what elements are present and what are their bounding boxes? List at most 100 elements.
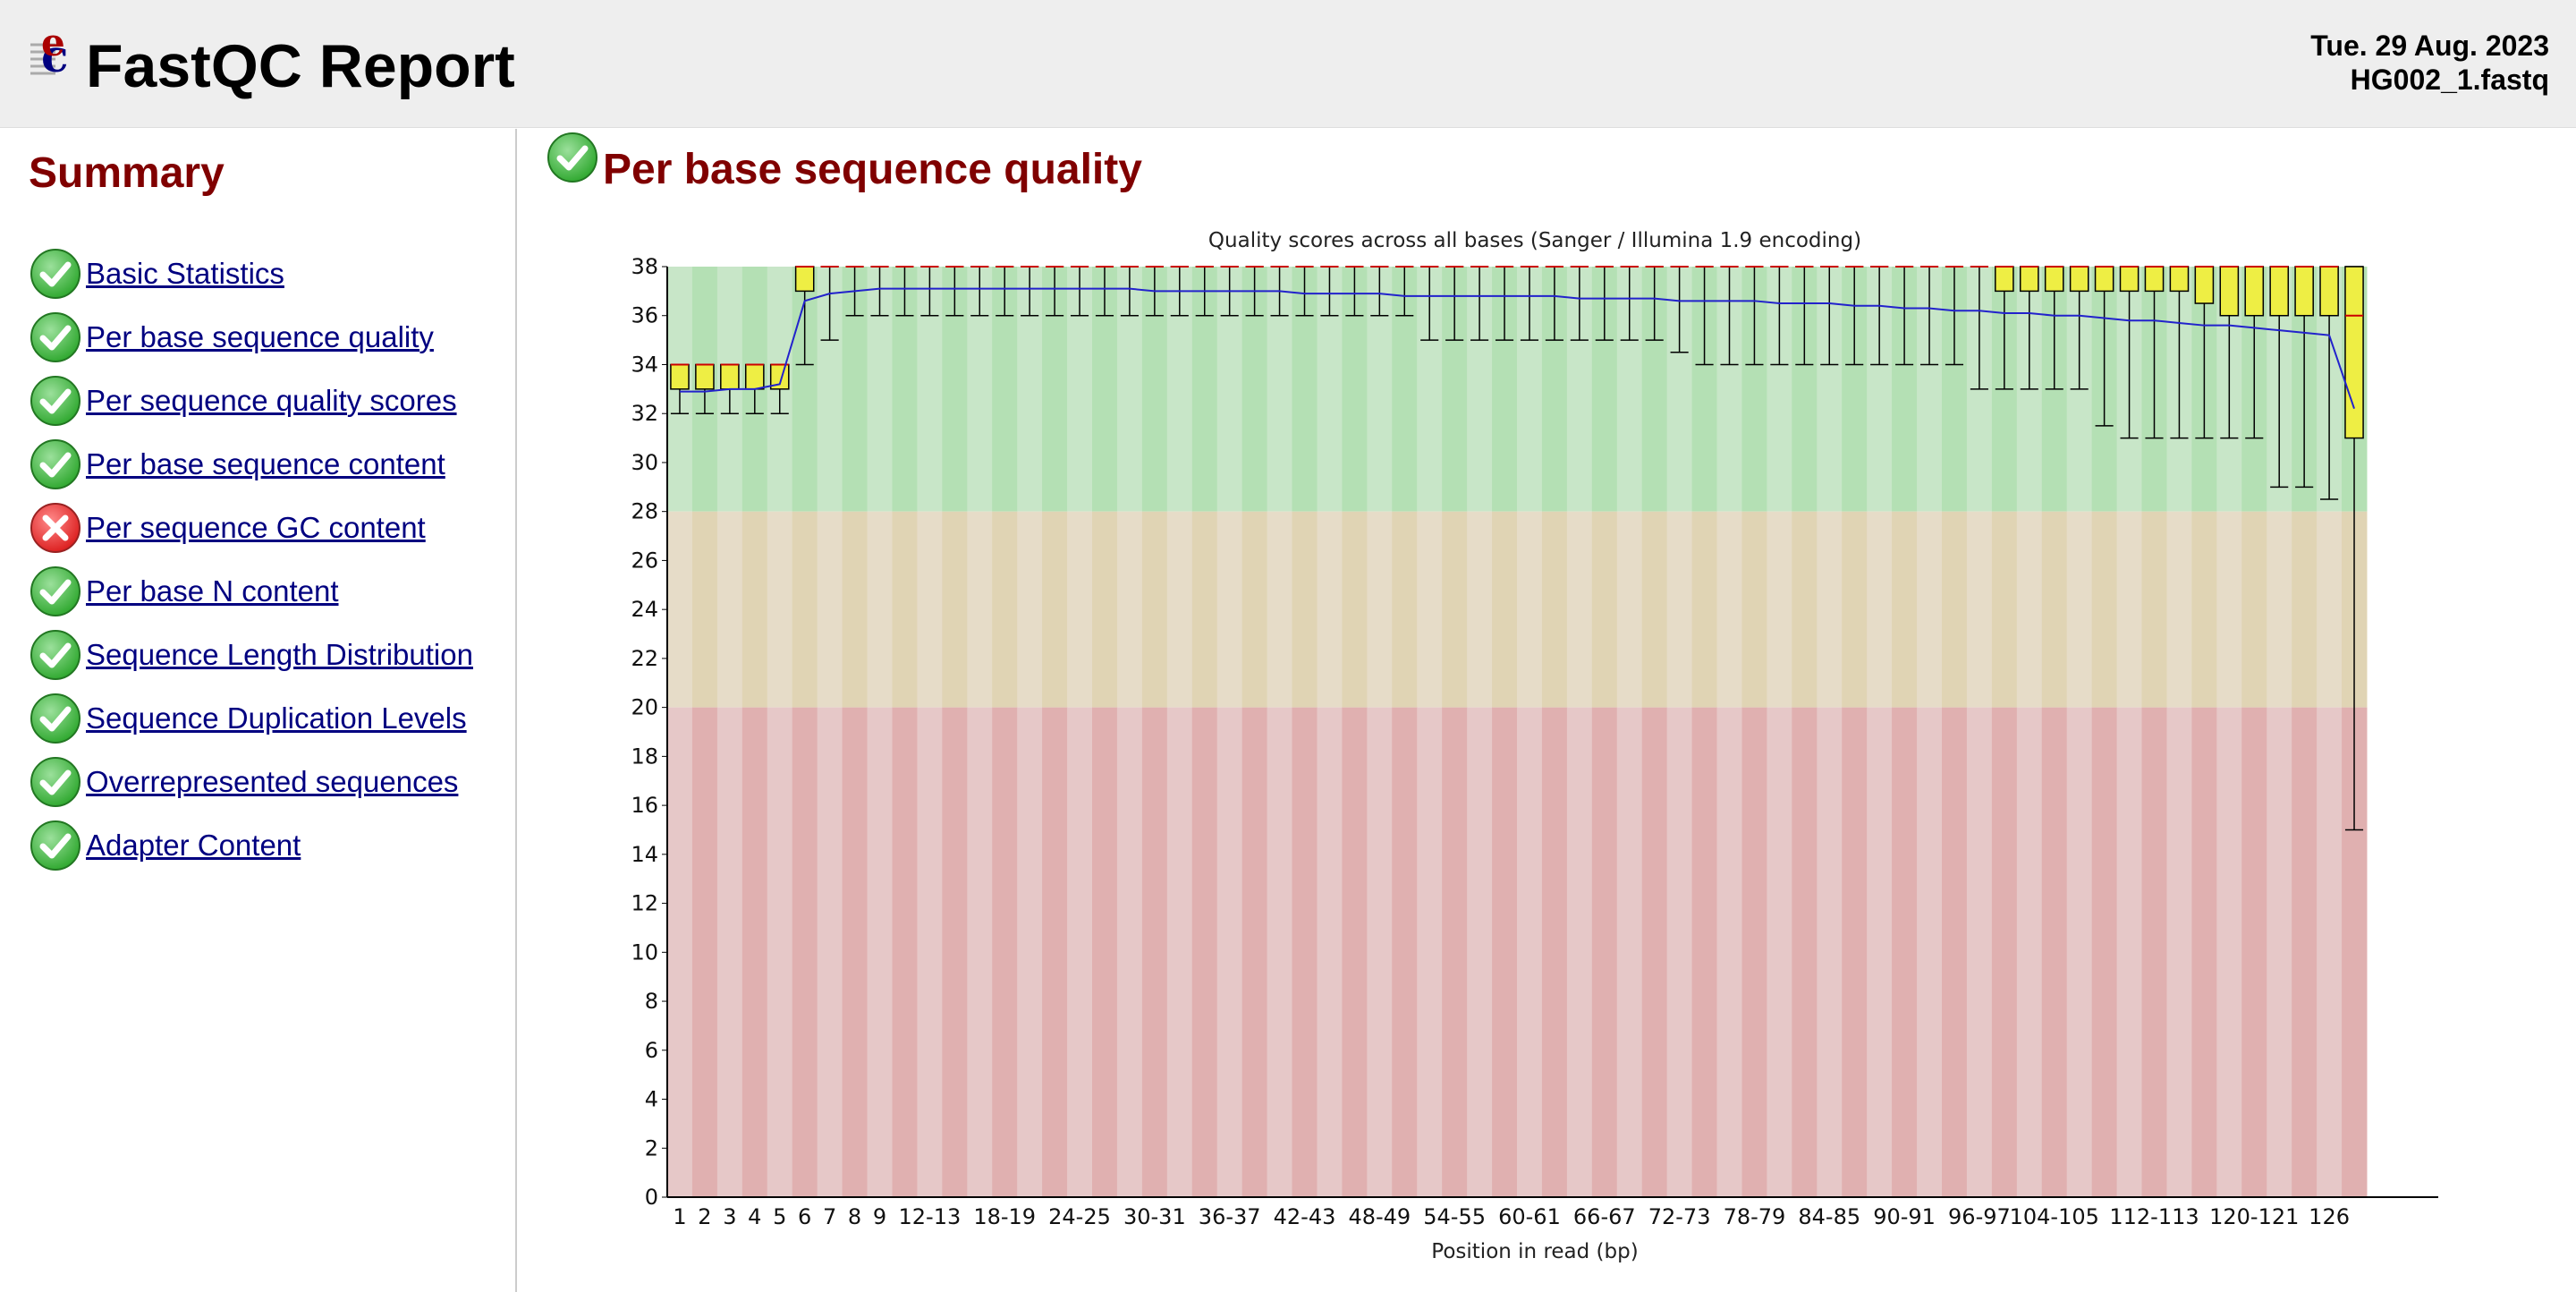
report-header: c e FastQC Report Tue. 29 Aug. 2023 HG00… xyxy=(0,0,2576,128)
zone-stripe xyxy=(1392,511,1418,708)
x-tick-label: 54-55 xyxy=(1423,1204,1486,1229)
quartile-box xyxy=(2269,266,2290,317)
zone-stripe xyxy=(1367,707,1393,1197)
zone-stripe xyxy=(2141,707,2167,1197)
y-tick-label: 20 xyxy=(631,695,658,720)
quartile-box xyxy=(720,363,740,390)
zone-stripe xyxy=(1467,511,1493,708)
y-tick-label: 2 xyxy=(645,1135,658,1160)
summary-link[interactable]: Per base sequence content xyxy=(86,446,445,480)
chart-title: Quality scores across all bases (Sanger … xyxy=(1208,229,1861,252)
x-tick-label: 66-67 xyxy=(1573,1204,1636,1229)
x-tick-label: 24-25 xyxy=(1048,1204,1111,1229)
summary-link[interactable]: Per base N content xyxy=(86,574,339,608)
x-tick-label: 9 xyxy=(873,1204,886,1229)
x-tick-label: 1 xyxy=(673,1204,686,1229)
summary-item: Sequence Duplication Levels xyxy=(29,686,473,750)
summary-item: Per base N content xyxy=(29,559,473,623)
zone-stripe xyxy=(1367,511,1393,708)
quartile-box xyxy=(2169,266,2190,293)
zone-stripe xyxy=(1017,511,1043,708)
zone-stripe xyxy=(1191,511,1218,708)
zone-stripe xyxy=(1691,511,1718,708)
zone-stripe xyxy=(817,511,843,708)
zone-stripe xyxy=(1191,707,1218,1197)
zone-stripe xyxy=(1842,707,1868,1197)
pass-icon xyxy=(29,438,82,491)
zone-stripe xyxy=(1292,707,1318,1197)
zone-stripe xyxy=(2292,707,2318,1197)
y-tick-label: 34 xyxy=(631,352,658,377)
y-tick-label: 36 xyxy=(631,303,658,328)
zone-stripe xyxy=(767,511,793,708)
quartile-box xyxy=(2344,266,2364,439)
summary-item: Per base sequence content xyxy=(29,432,473,496)
pass-icon xyxy=(29,692,82,745)
x-tick-label: 84-85 xyxy=(1798,1204,1860,1229)
zone-stripe xyxy=(1767,511,1792,708)
zone-stripe xyxy=(2216,707,2242,1197)
zone-stripe xyxy=(2041,511,2068,708)
x-tick-label: 112-113 xyxy=(2109,1204,2199,1229)
zone-stripe xyxy=(767,707,793,1197)
zone-stripe xyxy=(1942,707,1968,1197)
zone-stripe xyxy=(1141,707,1168,1197)
zone-stripe xyxy=(1991,511,2018,708)
zone-stripe xyxy=(842,707,869,1197)
zone-stripe xyxy=(1691,707,1718,1197)
zone-stripe xyxy=(1241,511,1268,708)
zone-stripe xyxy=(1641,511,1668,708)
zone-stripe xyxy=(1342,707,1368,1197)
zone-stripe xyxy=(1541,511,1568,708)
summary-link[interactable]: Sequence Length Distribution xyxy=(86,637,473,671)
zone-stripe xyxy=(1591,511,1618,708)
zone-stripe xyxy=(1867,707,1893,1197)
quartile-box xyxy=(2019,266,2039,293)
zone-stripe xyxy=(1591,707,1618,1197)
zone-stripe xyxy=(2267,707,2292,1197)
y-tick-label: 30 xyxy=(631,450,658,475)
zone-stripe xyxy=(691,511,718,708)
zone-stripe xyxy=(2066,511,2093,708)
y-tick-label: 26 xyxy=(631,548,658,573)
zone-stripe xyxy=(1867,511,1893,708)
zone-stripe xyxy=(2041,707,2068,1197)
summary-link[interactable]: Basic Statistics xyxy=(86,256,284,290)
x-tick-label: 48-49 xyxy=(1348,1204,1411,1229)
summary-link[interactable]: Per sequence GC content xyxy=(86,510,426,544)
zone-stripe xyxy=(2116,707,2143,1197)
x-tick-label: 72-73 xyxy=(1648,1204,1711,1229)
summary-link[interactable]: Per sequence quality scores xyxy=(86,383,457,417)
zone-stripe xyxy=(942,511,968,708)
zone-stripe xyxy=(1892,707,1918,1197)
summary-link[interactable]: Per base sequence quality xyxy=(86,319,434,353)
x-tick-label: 78-79 xyxy=(1724,1204,1786,1229)
zone-stripe xyxy=(2216,511,2242,708)
zone-stripe xyxy=(2166,511,2192,708)
zone-stripe xyxy=(2292,511,2318,708)
zone-stripe xyxy=(1666,511,1693,708)
x-tick-label: 30-31 xyxy=(1123,1204,1186,1229)
zone-stripe xyxy=(2016,707,2043,1197)
zone-stripe xyxy=(667,707,693,1197)
summary-link[interactable]: Overrepresented sequences xyxy=(86,764,459,798)
y-tick-label: 38 xyxy=(631,254,658,279)
zone-stripe xyxy=(1792,707,1818,1197)
report-title: FastQC Report xyxy=(86,32,515,100)
summary-link[interactable]: Adapter Content xyxy=(86,828,301,862)
y-tick-label: 8 xyxy=(645,989,658,1014)
y-tick-label: 4 xyxy=(645,1087,658,1112)
zone-stripe xyxy=(1417,511,1443,708)
x-axis-label: Position in read (bp) xyxy=(1431,1240,1638,1263)
fail-icon xyxy=(29,501,82,555)
y-tick-label: 12 xyxy=(631,891,658,916)
zone-stripe xyxy=(1566,707,1593,1197)
zone-stripe xyxy=(1067,511,1093,708)
y-tick-label: 28 xyxy=(631,499,658,524)
summary-link[interactable]: Sequence Duplication Levels xyxy=(86,701,467,735)
zone-stripe xyxy=(967,511,993,708)
x-tick-label: 5 xyxy=(773,1204,786,1229)
y-tick-label: 24 xyxy=(631,597,658,622)
zone-stripe xyxy=(2317,707,2343,1197)
